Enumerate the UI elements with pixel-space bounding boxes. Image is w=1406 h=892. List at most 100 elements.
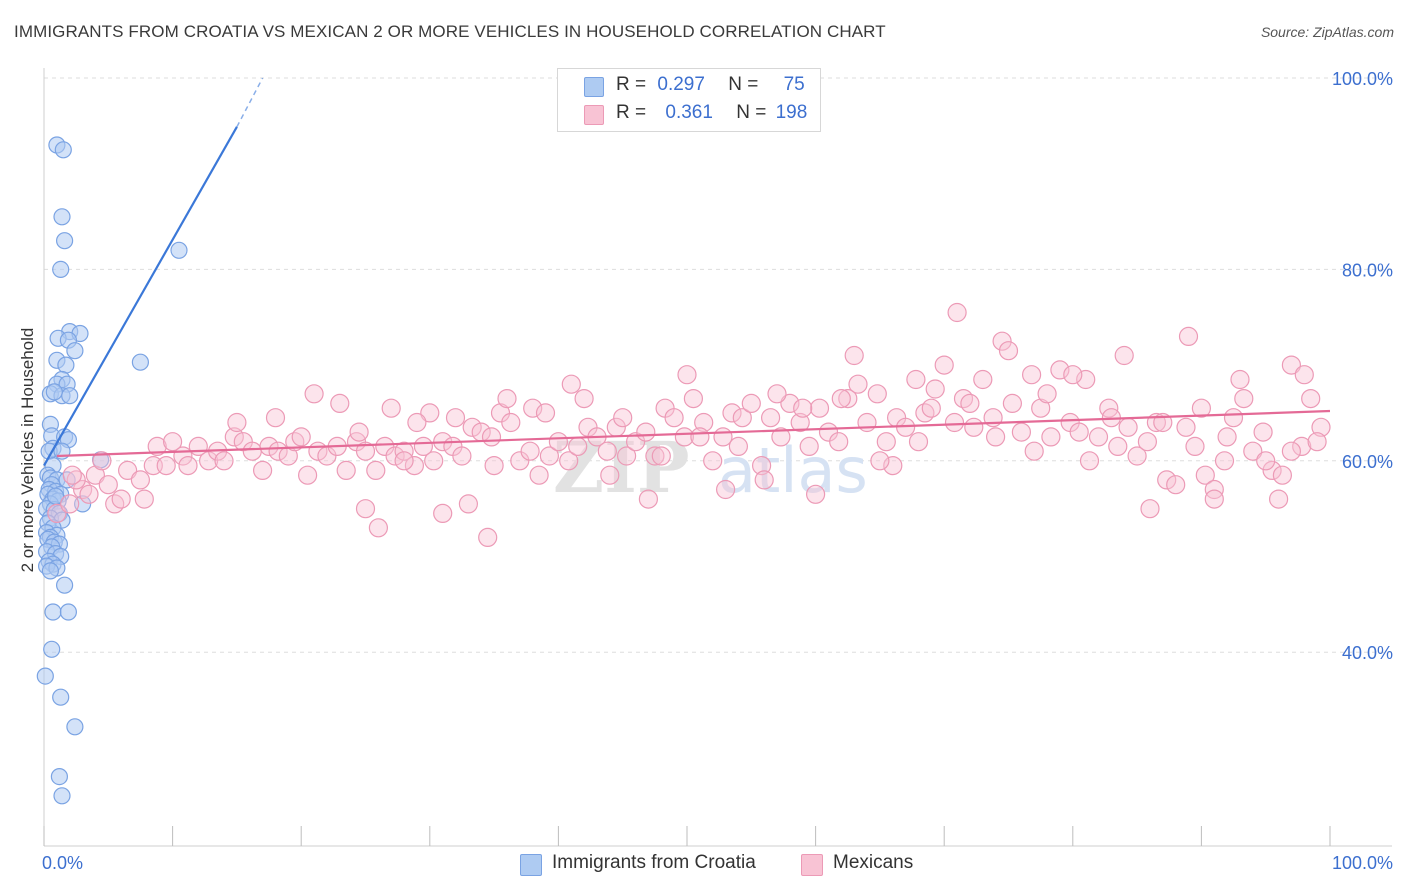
legend-swatch-mexicans <box>584 105 604 125</box>
bottom-legend-swatch-mexicans <box>801 854 823 876</box>
legend-r-value: 0.361 <box>665 102 713 123</box>
mexicans-point-39 <box>404 456 424 476</box>
mexicans-point-95 <box>944 412 965 433</box>
mexicans-point-91 <box>906 369 926 390</box>
mexicans-point-190 <box>62 465 82 485</box>
mexicans-point-185 <box>1281 441 1302 461</box>
mexicans-point-84 <box>838 389 858 409</box>
mexicans-point-155 <box>1230 369 1250 390</box>
legend-n-label: N = <box>736 102 767 123</box>
mexicans-point-153 <box>1178 326 1199 346</box>
mexicans-point-164 <box>497 389 517 409</box>
mexicans-point-166 <box>535 403 556 423</box>
mexicans-point-139 <box>638 489 659 509</box>
legend-r-value: 0.297 <box>657 74 705 95</box>
mexicans-point-192 <box>111 489 131 509</box>
gridlines <box>44 77 1392 653</box>
mexicans-point-160 <box>265 408 286 428</box>
croatia-point-3 <box>55 232 74 250</box>
mexicans-point-97 <box>964 417 984 437</box>
mexicans-point-130 <box>1281 355 1302 375</box>
mexicans-point-68 <box>683 389 704 409</box>
mexicans-point-52 <box>529 465 549 485</box>
croatia-point-5 <box>170 241 188 259</box>
mexicans-point-87 <box>867 384 887 404</box>
legend-stats-mexicans: R = 0.361 N = 198 <box>616 102 807 124</box>
mexicans-point-136 <box>458 494 478 514</box>
mexicans-point-55 <box>559 451 579 471</box>
mexicans-point-174 <box>870 451 890 471</box>
mexicans-point-81 <box>809 398 830 418</box>
mexicans-point-189 <box>478 527 498 548</box>
mexicans-point-34 <box>355 441 376 461</box>
mexicans-point-108 <box>1069 422 1089 442</box>
mexicans-point-69 <box>694 412 714 433</box>
chart-title: IMMIGRANTS FROM CROATIA VS MEXICAN 2 OR … <box>14 22 886 41</box>
mexicans-point-86 <box>857 412 877 433</box>
mexicans-point-47 <box>481 427 502 447</box>
croatia-point-1 <box>54 141 72 159</box>
mexicans-point-11 <box>134 489 154 509</box>
trend-line-croatia <box>43 126 238 467</box>
mexicans-point-167 <box>574 389 594 409</box>
mexicans-point-98 <box>973 369 993 390</box>
mexicans-point-85 <box>848 374 868 394</box>
mexicans-point-124 <box>1223 408 1244 428</box>
mexicans-point-19 <box>214 451 234 471</box>
watermark-zip: ZIP <box>553 426 689 509</box>
trend-lines <box>43 77 1331 467</box>
mexicans-point-176 <box>960 393 980 413</box>
croatia-point-70 <box>52 688 70 706</box>
croatia-point-65 <box>55 576 74 594</box>
legend-stats-croatia: R = 0.297 N = 75 <box>616 74 805 96</box>
mexicans-point-73 <box>732 408 752 428</box>
mexicans-point-138 <box>600 465 620 485</box>
watermark-atlas: atlas <box>718 434 868 507</box>
mexicans-point-171 <box>754 470 774 490</box>
mexicans-point-118 <box>1166 475 1186 495</box>
mexicans-point-53 <box>539 446 560 466</box>
mexicans-point-75 <box>751 456 772 476</box>
mexicans-point-126 <box>1243 441 1263 461</box>
mexicans-point-119 <box>1176 417 1196 437</box>
mexicans-point-41 <box>424 451 444 471</box>
trend-line-mexicans <box>56 409 1331 458</box>
mexicans-point-143 <box>805 484 826 504</box>
y-tick-label: 100.0% <box>1332 69 1393 89</box>
mexicans-point-25 <box>268 441 288 461</box>
mexicans-point-170 <box>690 427 710 447</box>
mexicans-point-20 <box>224 427 244 447</box>
mexicans-point-62 <box>625 432 646 452</box>
croatia-point-71 <box>66 718 84 736</box>
mexicans-point-88 <box>876 432 896 452</box>
croatia-point-10 <box>66 342 84 360</box>
croatia-point-11 <box>131 353 149 371</box>
mexicans-point-196 <box>394 451 414 471</box>
mexicans-point-15 <box>178 456 198 476</box>
mexicans-point-79 <box>790 412 810 433</box>
mexicans-point-28 <box>298 465 318 485</box>
mexicans-point-182 <box>1191 398 1212 418</box>
mexicans-point-66 <box>664 408 684 428</box>
mexicans-point-147 <box>947 302 967 323</box>
mexicans-point-50 <box>510 451 530 471</box>
y-axis-label-wrap: 2 or more Vehicles in Household <box>16 300 40 600</box>
mexicans-point-144 <box>844 345 864 366</box>
mexicans-point-77 <box>771 427 791 447</box>
y-axis-label: 2 or more Vehicles in Household <box>18 327 37 573</box>
croatia-point-2 <box>53 208 71 226</box>
mexicans-point-154 <box>1204 489 1224 509</box>
mexicans-point-169 <box>651 446 671 466</box>
mexicans-point-22 <box>242 441 262 461</box>
bottom-legend-label-mexicans: Mexicans <box>833 852 914 873</box>
y-tick-label: 60.0% <box>1342 452 1393 472</box>
croatia-point-73 <box>53 787 71 805</box>
legend-r-label: R = <box>616 102 647 123</box>
mexicans-point-117 <box>1157 470 1177 490</box>
mexicans-point-134 <box>484 456 504 476</box>
mexicans-point-156 <box>1268 489 1289 509</box>
croatia-point-68 <box>43 640 61 658</box>
mexicans-point-197 <box>291 427 311 447</box>
legend-swatch-croatia <box>584 77 604 97</box>
mexicans-point-188 <box>433 503 453 524</box>
